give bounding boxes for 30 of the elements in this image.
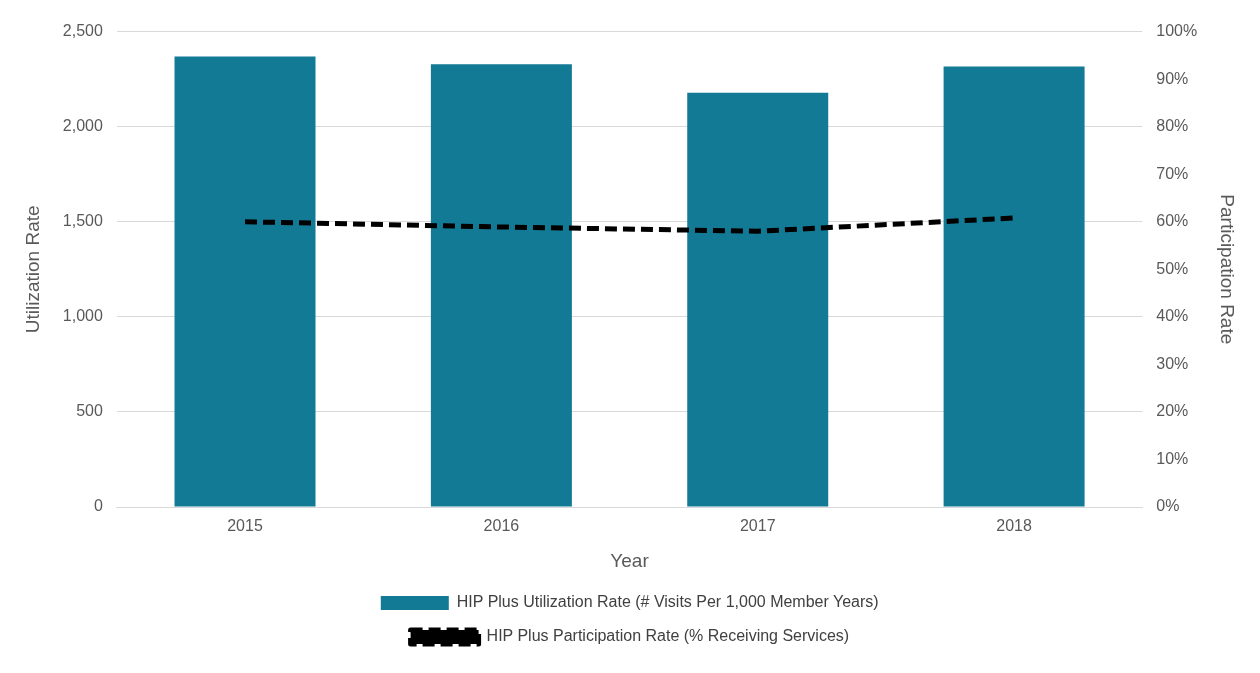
y2-tick-label: 30% — [1156, 354, 1189, 372]
y-tick-label: 2,000 — [62, 117, 103, 135]
y2-tick-label: 80% — [1156, 117, 1189, 135]
x-tick-label: 2015 — [227, 517, 263, 535]
y2-tick-label: 90% — [1156, 69, 1189, 87]
legend-label: HIP Plus Participation Rate (% Receiving Services) — [486, 627, 850, 645]
y-tick-label: 0 — [93, 497, 103, 515]
bar — [174, 56, 316, 507]
y2-tick-label: 70% — [1156, 164, 1189, 182]
x-axis-title: Year — [610, 549, 650, 571]
y-axis-title: Utilization Rate — [21, 205, 43, 334]
y-tick-label: 500 — [76, 402, 103, 420]
y-tick-label: 2,500 — [62, 22, 103, 40]
y2-tick-label: 40% — [1156, 307, 1189, 325]
y2-tick-label: 100% — [1156, 22, 1198, 40]
y2-axis-title: Participation Rate — [1217, 194, 1239, 345]
y-tick-label: 1,000 — [62, 307, 103, 325]
x-tick-label: 2018 — [996, 517, 1032, 535]
legend-label: HIP Plus Utilization Rate (# Visits Per 1,000 Member Years) — [456, 593, 879, 611]
x-tick-label: 2017 — [739, 517, 776, 535]
bar — [687, 92, 829, 507]
y2-tick-label: 20% — [1156, 402, 1189, 420]
y2-tick-label: 0% — [1156, 497, 1180, 515]
bar — [430, 64, 572, 507]
y2-tick-label: 10% — [1156, 449, 1189, 467]
bar — [943, 66, 1085, 507]
y-tick-label: 1,500 — [62, 212, 103, 230]
y2-tick-label: 60% — [1156, 212, 1189, 230]
y2-tick-label: 50% — [1156, 259, 1189, 277]
x-tick-label: 2016 — [483, 517, 520, 535]
